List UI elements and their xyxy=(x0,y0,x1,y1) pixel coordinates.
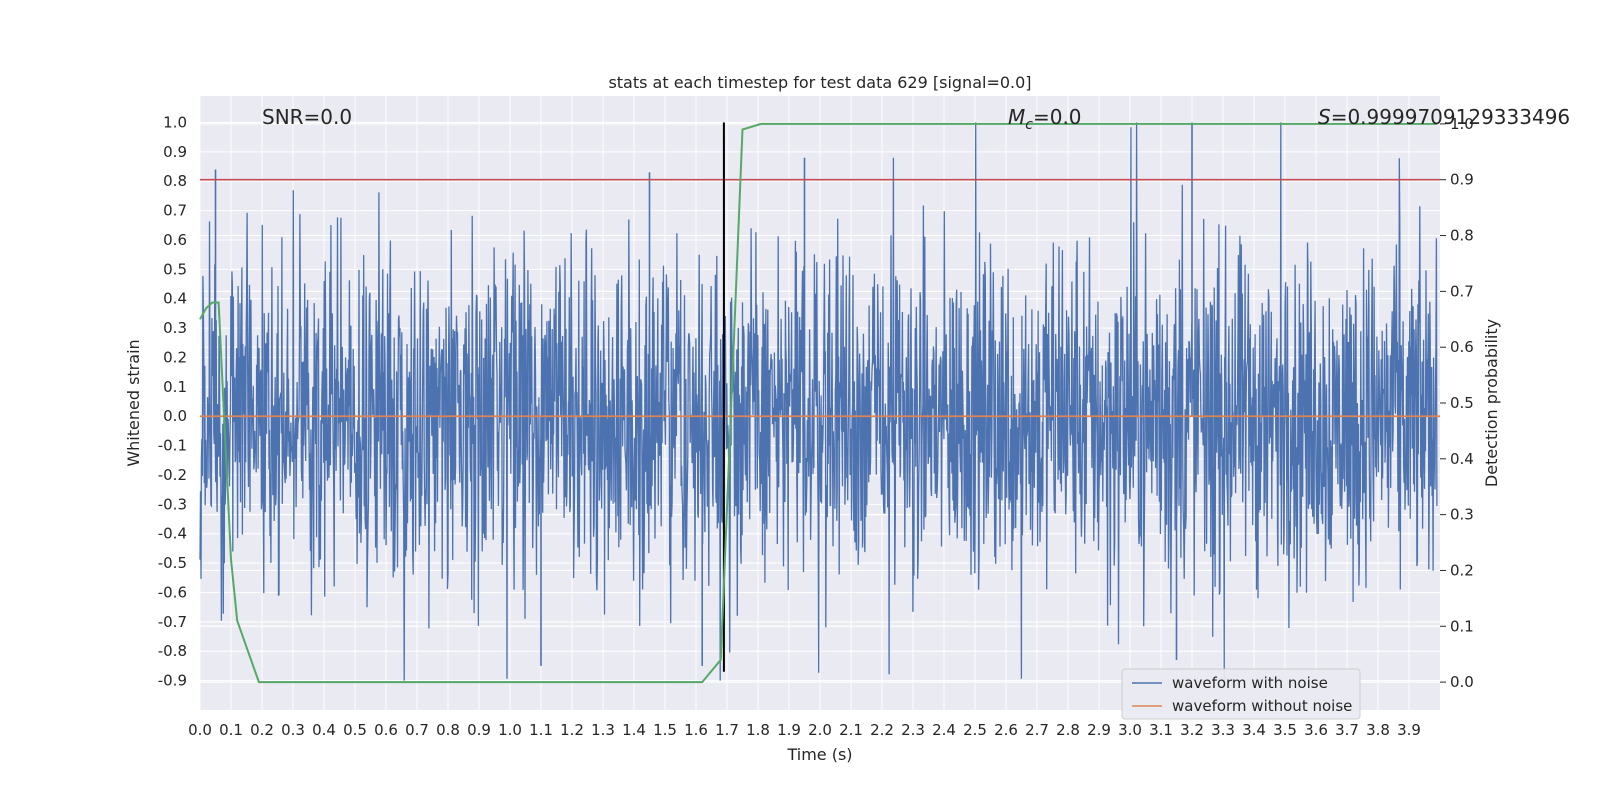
x-tick-label: 0.8 xyxy=(436,721,460,739)
x-axis-label: Time (s) xyxy=(786,745,852,764)
right-tick-label: 0.2 xyxy=(1450,561,1474,579)
x-tick-label: 0.6 xyxy=(374,721,398,739)
x-tick-label: 1.0 xyxy=(498,721,522,739)
y-tick-label: 0.8 xyxy=(163,172,187,190)
right-tick-label: 0.6 xyxy=(1450,338,1474,356)
y-axis-ticks: 1.0 0.9 0.8 0.7 0.6 0.5 0.4 0.3 0.2 0.1 0.0 -0.1 -0.… xyxy=(158,113,187,689)
x-tick-label: 1.7 xyxy=(715,721,739,739)
mc-subscript: c xyxy=(1025,117,1033,133)
x-tick-label: 3.0 xyxy=(1118,721,1142,739)
x-tick-label: 0.7 xyxy=(405,721,429,739)
legend-box xyxy=(1121,668,1361,720)
x-tick-label: 3.7 xyxy=(1335,721,1359,739)
right-tick-label: 1.0 xyxy=(1450,115,1474,133)
x-tick-label: 0.5 xyxy=(343,721,367,739)
s-value: =0.9999709129333496 xyxy=(1331,105,1570,129)
right-axis-label: Detection probability xyxy=(1482,319,1501,487)
x-tick-label: 3.5 xyxy=(1273,721,1297,739)
right-tick-label: 0.5 xyxy=(1450,394,1474,412)
x-tick-label: 2.0 xyxy=(808,721,832,739)
x-tick-label: 3.3 xyxy=(1211,721,1235,739)
y-tick-label: -0.4 xyxy=(158,525,187,543)
x-tick-label: 2.7 xyxy=(1025,721,1049,739)
x-tick-label: 3.9 xyxy=(1397,721,1421,739)
x-tick-label: 2.2 xyxy=(870,721,894,739)
y-tick-label: 0.9 xyxy=(163,143,187,161)
mc-annotation: Mc=0.0 xyxy=(1008,105,1082,133)
right-tick-label: 0.8 xyxy=(1450,227,1474,245)
x-tick-label: 3.4 xyxy=(1242,721,1266,739)
x-tick-label: 1.9 xyxy=(777,721,801,739)
x-tick-label: 2.3 xyxy=(901,721,925,739)
x-tick-label: 2.9 xyxy=(1087,721,1111,739)
x-tick-label: 0.4 xyxy=(312,721,336,739)
s-annotation: S=0.9999709129333496 xyxy=(1318,105,1570,129)
y-tick-label: -0.3 xyxy=(158,495,187,513)
x-tick-label: 2.6 xyxy=(994,721,1018,739)
x-tick-label: 1.6 xyxy=(684,721,708,739)
y-axis-label: Whitened strain xyxy=(124,339,143,466)
y-tick-label: 0.7 xyxy=(163,202,187,220)
noise-trace xyxy=(199,122,1438,681)
x-tick-label: 0.9 xyxy=(467,721,491,739)
x-tick-label: 0.0 xyxy=(188,721,212,739)
snr-annotation: SNR=0.0 xyxy=(262,105,352,129)
series-waveform-with-noise xyxy=(199,122,1438,681)
x-tick-label: 1.8 xyxy=(746,721,770,739)
right-tick-label: 0.0 xyxy=(1450,673,1474,691)
s-symbol: S xyxy=(1318,105,1331,129)
x-tick-label: 0.3 xyxy=(281,721,305,739)
detection-probability-line xyxy=(199,122,1437,684)
y-tick-label: -0.2 xyxy=(158,466,187,484)
y-tick-label: 0.3 xyxy=(163,319,187,337)
y-tick-label: -0.6 xyxy=(158,583,187,601)
right-tick-label: 0.4 xyxy=(1450,450,1474,468)
y-tick-label: -0.1 xyxy=(158,437,187,455)
legend-label-waveform-with-noise: waveform with noise xyxy=(1172,674,1328,692)
x-tick-label: 2.4 xyxy=(932,721,956,739)
x-tick-label: 1.4 xyxy=(622,721,646,739)
x-tick-label: 0.2 xyxy=(250,721,274,739)
right-tick-label: 0.3 xyxy=(1450,506,1474,524)
x-tick-label: 2.5 xyxy=(963,721,987,739)
right-tick-label: 0.7 xyxy=(1450,282,1474,300)
x-tick-label: 3.8 xyxy=(1366,721,1390,739)
y-tick-label: 1.0 xyxy=(163,113,187,131)
right-tick-label: 0.9 xyxy=(1450,171,1474,189)
x-tick-label: 1.2 xyxy=(560,721,584,739)
x-tick-label: 3.2 xyxy=(1180,721,1204,739)
y-tick-label: 0.4 xyxy=(163,290,187,308)
x-tick-label: 0.1 xyxy=(219,721,243,739)
right-tick-label: 0.1 xyxy=(1450,617,1474,635)
chart-title: stats at each timestep for test data 629… xyxy=(608,73,1031,92)
y-tick-label: 0.2 xyxy=(163,348,187,366)
x-tick-label: 2.8 xyxy=(1056,721,1080,739)
y-tick-label: -0.9 xyxy=(158,672,187,690)
legend: waveform with noise waveform without noi… xyxy=(1121,668,1361,720)
x-axis-ticks: 0.0 0.1 0.2 0.3 0.4 0.5 0.6 0.7 0.8 0.9 1.0 1.1 1.2 1… xyxy=(188,721,1421,739)
y-tick-label: 0.5 xyxy=(163,260,187,278)
x-tick-label: 2.1 xyxy=(839,721,863,739)
right-axis-ticks: 1.0 0.9 0.8 0.7 0.6 0.5 0.4 0.3 0.2 0.1 0.0 xyxy=(1440,115,1474,691)
overlay-lines xyxy=(199,122,1440,684)
y-tick-label: -0.8 xyxy=(158,642,187,660)
x-tick-label: 3.1 xyxy=(1149,721,1173,739)
x-tick-label: 1.1 xyxy=(529,721,553,739)
mc-symbol: M xyxy=(1008,105,1025,129)
y-tick-label: -0.7 xyxy=(158,613,187,631)
x-tick-label: 3.6 xyxy=(1304,721,1328,739)
y-tick-label: 0.0 xyxy=(163,407,187,425)
x-tick-label: 1.5 xyxy=(653,721,677,739)
x-tick-label: 1.3 xyxy=(591,721,615,739)
y-tick-label: 0.1 xyxy=(163,378,187,396)
y-tick-label: -0.5 xyxy=(158,554,187,572)
legend-label-waveform-without-noise: waveform without noise xyxy=(1172,697,1352,715)
y-tick-label: 0.6 xyxy=(163,231,187,249)
mc-value: =0.0 xyxy=(1033,105,1082,129)
